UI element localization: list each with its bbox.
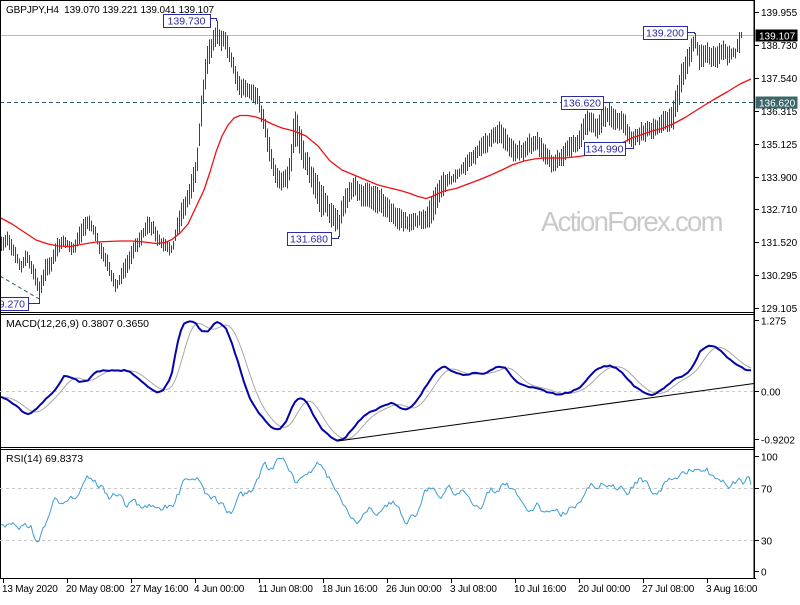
svg-text:139.200: 139.200	[646, 28, 684, 40]
svg-text:139.107: 139.107	[759, 32, 796, 43]
svg-text:132.710: 132.710	[761, 205, 798, 216]
svg-text:129.270: 129.270	[0, 299, 25, 311]
svg-text:136.315: 136.315	[761, 107, 798, 118]
svg-text:129.105: 129.105	[761, 304, 798, 315]
svg-text:3 Aug 16:00: 3 Aug 16:00	[706, 584, 758, 595]
svg-text:0.00: 0.00	[761, 388, 781, 399]
svg-text:ActionForex.com: ActionForex.com	[541, 206, 723, 237]
svg-text:26 Jun 00:00: 26 Jun 00:00	[386, 584, 442, 595]
svg-text:RSI(14) 69.8373: RSI(14) 69.8373	[6, 453, 83, 465]
svg-text:18 Jun 16:00: 18 Jun 16:00	[322, 584, 378, 595]
svg-text:100: 100	[761, 453, 778, 464]
svg-text:138.730: 138.730	[761, 41, 798, 52]
svg-text:135.125: 135.125	[761, 140, 798, 151]
svg-text:20 May 08:00: 20 May 08:00	[66, 584, 125, 595]
svg-text:70: 70	[761, 485, 773, 496]
svg-text:20 Jul 00:00: 20 Jul 00:00	[578, 584, 631, 595]
svg-text:131.520: 131.520	[761, 238, 798, 249]
svg-text:10 Jul 16:00: 10 Jul 16:00	[514, 584, 567, 595]
svg-text:30: 30	[761, 537, 773, 548]
svg-text:139.730: 139.730	[168, 16, 206, 28]
svg-text:130.295: 130.295	[761, 271, 798, 282]
svg-text:11 Jun 08:00: 11 Jun 08:00	[258, 584, 313, 595]
svg-text:133.900: 133.900	[761, 173, 798, 184]
svg-text:134.990: 134.990	[586, 144, 624, 156]
svg-text:0: 0	[761, 568, 767, 579]
svg-text:-0.9202: -0.9202	[761, 436, 795, 447]
svg-text:27 May 16:00: 27 May 16:00	[130, 584, 189, 595]
svg-text:136.620: 136.620	[759, 99, 796, 110]
svg-text:136.620: 136.620	[563, 98, 601, 110]
svg-text:GBPJPY,H4 139.070 139.221 139: GBPJPY,H4 139.070 139.221 139.041 139.10…	[6, 5, 215, 16]
svg-text:139.955: 139.955	[761, 8, 798, 19]
svg-text:137.540: 137.540	[761, 74, 798, 85]
svg-text:3 Jul 08:00: 3 Jul 08:00	[450, 584, 497, 595]
svg-text:MACD(12,26,9) 0.3807 0.3650: MACD(12,26,9) 0.3807 0.3650	[6, 318, 149, 330]
svg-text:131.680: 131.680	[290, 234, 328, 246]
svg-text:13 May 2020: 13 May 2020	[2, 584, 58, 595]
svg-text:4 Jun 00:00: 4 Jun 00:00	[194, 584, 245, 595]
svg-text:1.275: 1.275	[761, 317, 786, 328]
svg-text:27 Jul 08:00: 27 Jul 08:00	[642, 584, 695, 595]
